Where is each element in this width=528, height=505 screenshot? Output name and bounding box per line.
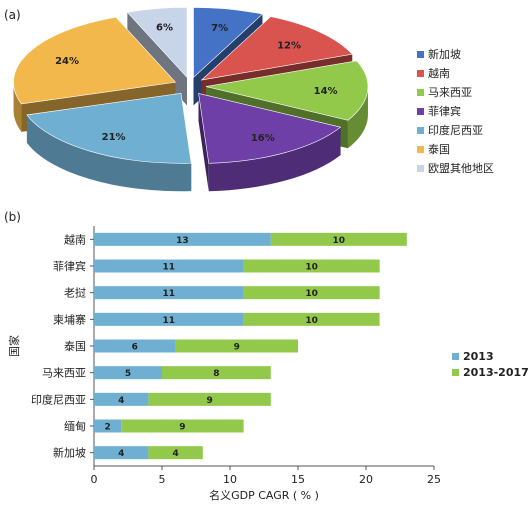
pie-legend-label: 印度尼西亚 — [428, 123, 483, 137]
panel-label-a: (a) — [4, 8, 21, 22]
bar-value-label: 4 — [172, 449, 178, 459]
bar-segment — [175, 339, 298, 353]
y-tick-label: 老挝 — [64, 286, 86, 300]
pie-legend-swatch — [417, 146, 424, 153]
bar-segment — [162, 366, 271, 380]
bar-segment — [94, 392, 149, 406]
bar-legend-label: 2013-2017 — [463, 366, 528, 379]
x-tick-label: 0 — [91, 473, 98, 486]
x-tick-label: 20 — [359, 473, 373, 486]
bar-segment — [243, 312, 380, 326]
bar-value-label: 4 — [118, 396, 124, 406]
x-axis-title: 名义GDP CAGR ( % ) — [209, 488, 319, 502]
panel-label-b: (b) — [4, 210, 21, 224]
bar-legend-label: 2013 — [463, 350, 494, 363]
bar-value-label: 10 — [305, 263, 318, 273]
bar-value-label: 13 — [176, 236, 189, 246]
pie-legend-label: 泰国 — [428, 142, 450, 156]
bar-legend-swatch — [452, 353, 459, 360]
pie-legend-swatch — [417, 70, 424, 77]
bar-segment — [243, 259, 380, 273]
bar-value-label: 8 — [213, 369, 219, 379]
y-tick-label: 印度尼西亚 — [31, 392, 86, 406]
pie-slice-label: 6% — [156, 22, 173, 33]
bar-segment — [94, 446, 149, 460]
bar-value-label: 9 — [234, 343, 240, 353]
pie-legend-label: 菲律宾 — [428, 104, 461, 118]
y-axis-title: 国家 — [7, 335, 21, 357]
pie-slice-label: 21% — [102, 132, 126, 143]
bar-segment — [94, 259, 244, 273]
bar-value-label: 9 — [179, 423, 185, 433]
y-tick-label: 泰国 — [64, 339, 86, 353]
bar-segment — [148, 392, 271, 406]
pie-legend-swatch — [417, 165, 424, 172]
pie-legend-swatch — [417, 127, 424, 134]
y-tick-label: 菲律宾 — [53, 259, 86, 273]
bar-value-label: 6 — [132, 343, 138, 353]
pie-slice-label: 14% — [314, 86, 338, 97]
bar-segment — [94, 419, 122, 433]
x-tick-label: 5 — [159, 473, 166, 486]
y-tick-label: 新加坡 — [53, 446, 86, 460]
pie-slice-label: 12% — [277, 41, 301, 52]
bar-segment — [121, 419, 244, 433]
bar-value-label: 11 — [163, 263, 176, 273]
x-tick-label: 25 — [427, 473, 441, 486]
bar-segment — [94, 312, 244, 326]
bar-segment — [148, 446, 203, 460]
bar-value-label: 5 — [125, 369, 131, 379]
pie-chart: 7% 12% 14% 16% 21% 24% 6% — [13, 7, 369, 192]
bar-segment — [94, 339, 176, 353]
pie-legend-label: 越南 — [428, 66, 450, 80]
pie-legend-swatch — [417, 108, 424, 115]
y-tick-label: 缅甸 — [64, 419, 86, 433]
pie-legend-swatch — [417, 51, 424, 58]
pie-legend-label: 欧盟其他地区 — [428, 162, 494, 175]
y-tick-label: 马来西亚 — [42, 367, 86, 380]
pie-slice — [26, 92, 192, 192]
bar-value-label: 11 — [163, 316, 176, 326]
bar-segment — [270, 232, 407, 246]
pie-legend-label: 新加坡 — [428, 47, 461, 61]
x-tick-label: 15 — [291, 473, 305, 486]
pie-slice-label: 24% — [55, 56, 79, 67]
bar-segment — [94, 286, 244, 300]
pie-legend-swatch — [417, 89, 424, 96]
y-tick-label: 越南 — [64, 232, 86, 246]
pie-slice-label: 7% — [211, 23, 228, 34]
y-tick-label: 柬埔寨 — [53, 312, 86, 326]
bar-segment — [243, 286, 380, 300]
x-tick-label: 10 — [223, 473, 237, 486]
bar-value-label: 11 — [163, 289, 176, 299]
bar-value-label: 10 — [305, 316, 318, 326]
pie-slice — [198, 93, 342, 192]
bar-value-label: 9 — [206, 396, 212, 406]
pie-legend-label: 马来西亚 — [428, 86, 472, 99]
bar-value-label: 2 — [104, 423, 110, 433]
bar-segment — [94, 232, 271, 246]
bar-value-label: 10 — [305, 289, 318, 299]
bar-segment — [94, 366, 162, 380]
bar-value-label: 10 — [333, 236, 346, 246]
bar-value-label: 4 — [118, 449, 124, 459]
pie-slice-label: 16% — [251, 133, 275, 144]
bar-legend: 2013 2013-2017 — [452, 350, 528, 379]
bar-legend-swatch — [452, 369, 459, 376]
